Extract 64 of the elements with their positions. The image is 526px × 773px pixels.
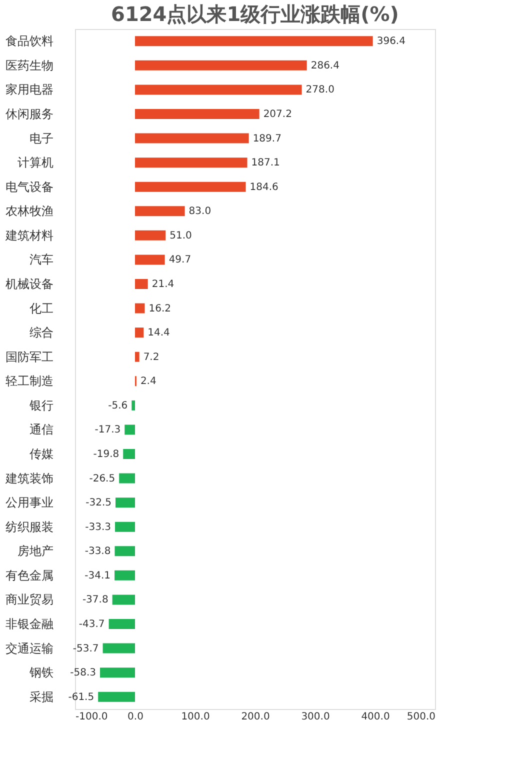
data-label: -33.3: [85, 522, 112, 533]
y-tick-label: 医药生物: [6, 58, 54, 72]
y-tick-label: 计算机: [18, 156, 54, 170]
data-label: 189.7: [252, 133, 282, 144]
data-label: 7.2: [143, 352, 160, 363]
x-tick-label: 100.0: [181, 712, 210, 722]
data-label: 184.6: [250, 182, 278, 193]
y-tick-label: 交通运输: [6, 641, 54, 656]
x-tick-label: 300.0: [301, 712, 330, 722]
y-tick-label: 采掘: [30, 690, 54, 704]
y-tick-label: 纺织服装: [6, 520, 54, 534]
y-tick-label: 房地产: [18, 544, 54, 558]
data-label: -33.8: [84, 546, 111, 558]
data-label: 278.0: [306, 84, 334, 96]
data-label: 21.4: [152, 279, 174, 290]
y-tick-label: 家用电器: [6, 82, 54, 97]
y-tick-label: 农林牧渔: [6, 204, 54, 218]
data-label: 396.4: [376, 36, 406, 48]
data-label: 16.2: [148, 303, 171, 314]
data-label: -26.5: [89, 473, 116, 484]
y-tick-label: 食品饮料: [6, 34, 54, 48]
y-tick-label: 机械设备: [6, 277, 54, 291]
x-tick-label: -100.0: [76, 712, 108, 722]
data-label: -34.1: [84, 570, 111, 582]
data-label: -37.8: [82, 594, 108, 606]
y-tick-label: 电气设备: [6, 180, 54, 194]
x-tick-label: 200.0: [241, 712, 270, 722]
y-tick-label: 公用事业: [6, 496, 54, 510]
data-label: 286.4: [310, 60, 340, 72]
data-label: -43.7: [78, 619, 105, 630]
y-tick-label: 建筑材料: [4, 228, 54, 242]
y-tick-label: 汽车: [30, 252, 54, 267]
y-tick-label: 化工: [30, 301, 54, 316]
data-label: -53.7: [72, 643, 99, 654]
data-label: -61.5: [68, 692, 94, 703]
y-tick-label: 建筑装饰: [4, 471, 54, 486]
y-tick-label: 国防军工: [6, 350, 54, 364]
data-label: 2.4: [140, 376, 156, 388]
y-tick-label: 电子: [30, 131, 54, 146]
y-tick-label: 有色金属: [6, 568, 54, 582]
y-tick-label: 传媒: [30, 447, 54, 461]
y-tick-label: 商业贸易: [6, 592, 54, 607]
data-label: -5.6: [108, 400, 128, 412]
y-tick-label: 通信: [30, 422, 54, 437]
y-tick-label: 休闲服务: [6, 107, 54, 121]
x-tick-label: 0.0: [128, 712, 144, 722]
data-label: -17.3: [94, 424, 121, 436]
data-label: 83.0: [188, 206, 212, 218]
data-label: -32.5: [86, 498, 112, 509]
data-label: 187.1: [251, 158, 280, 169]
y-tick-label: 综合: [30, 326, 54, 340]
x-tick-label: 400.0: [361, 712, 390, 722]
data-label: -58.3: [70, 668, 96, 679]
data-label: -19.8: [93, 449, 120, 460]
y-tick-label: 钢铁: [28, 666, 54, 680]
y-tick-label: 银行: [28, 398, 54, 412]
x-tick-label: 500.0: [406, 712, 436, 722]
data-label: 51.0: [170, 230, 192, 242]
y-tick-label: 非银金融: [6, 617, 54, 631]
chart-title: 6124点以来1级行业涨跌幅(%): [111, 2, 399, 26]
data-label: 207.2: [263, 109, 292, 120]
y-tick-label: 轻工制造: [6, 374, 54, 388]
data-label: 49.7: [168, 254, 192, 266]
data-label: 14.4: [148, 328, 170, 339]
